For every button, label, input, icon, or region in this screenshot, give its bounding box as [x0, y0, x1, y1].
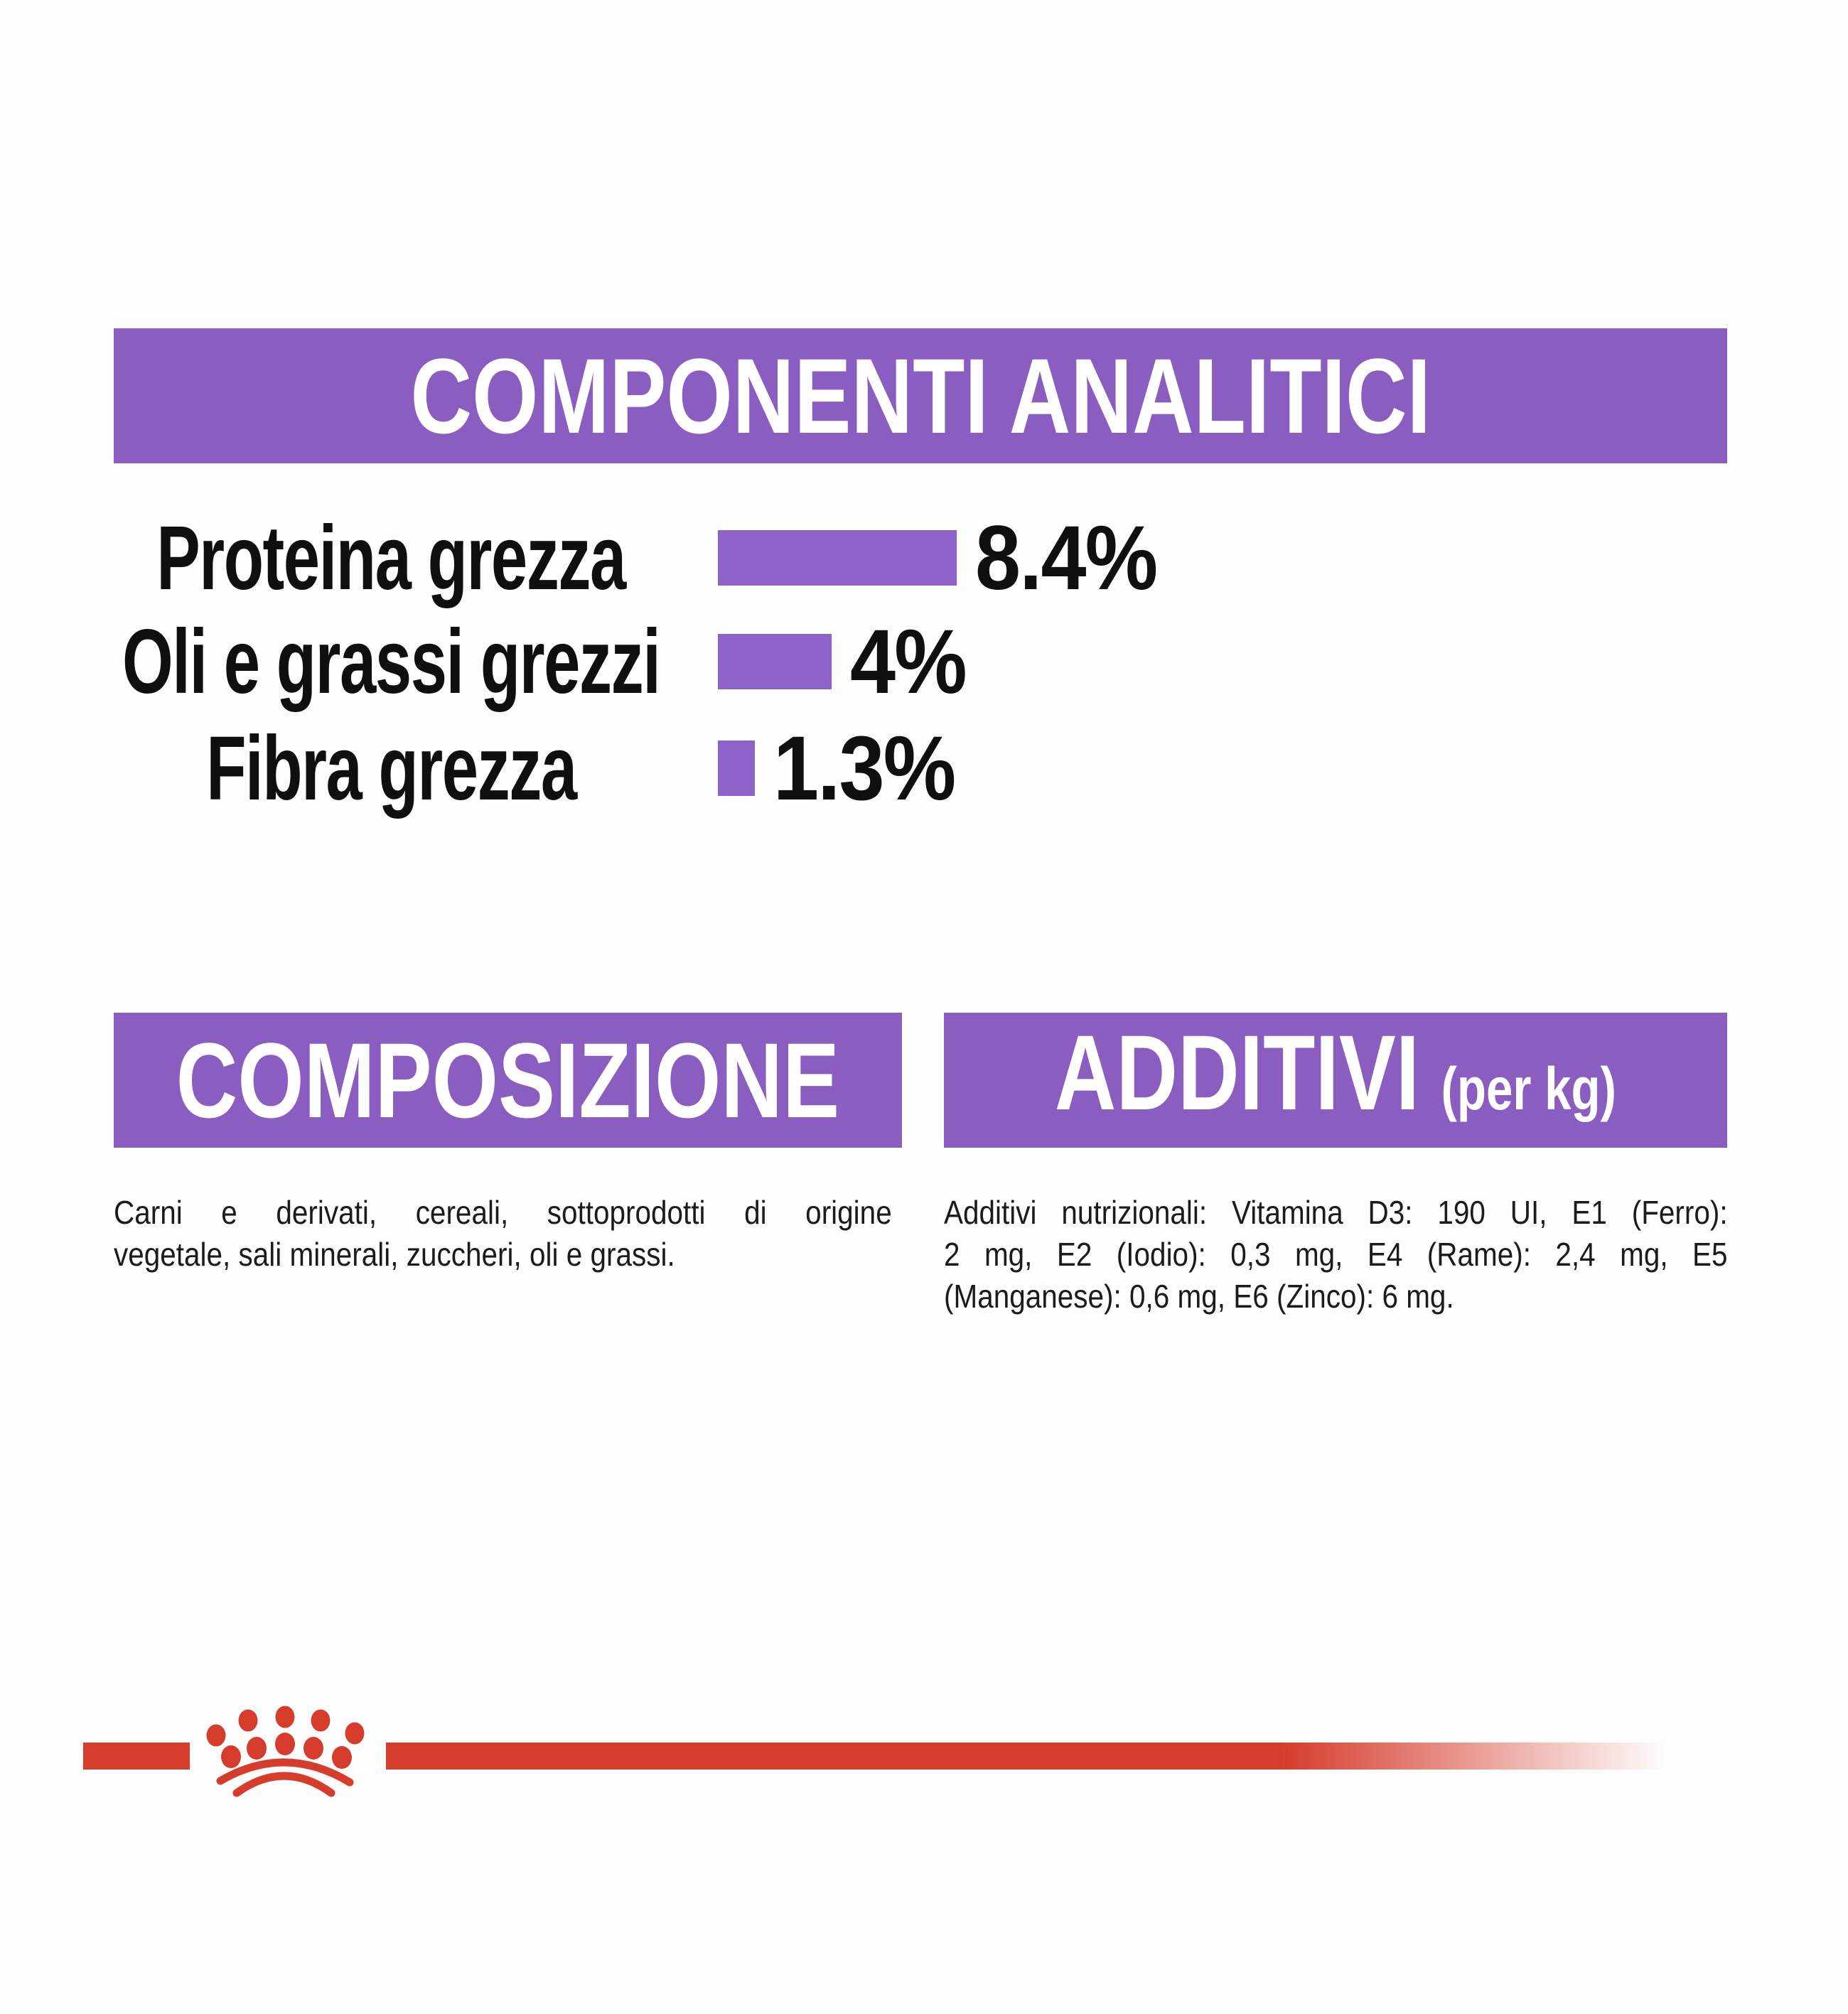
chart-bar: [718, 741, 755, 796]
chart-bar-value: 4%: [850, 610, 967, 713]
brand-rule-right: [386, 1743, 1665, 1770]
additives-banner: ADDITIVI (per kg): [944, 1013, 1727, 1148]
chart-row-label: Proteina grezza: [71, 506, 711, 610]
chart-row: Fibra grezza 1.3%: [0, 718, 975, 819]
composition-banner: COMPOSIZIONE: [114, 1013, 902, 1148]
royal-canin-crown-icon: [206, 1706, 365, 1797]
text-line: Additivi nutrizionali: Vitamina D3: 190 UI, E1…: [944, 1194, 1728, 1231]
chart-row: Oli e grassi grezzi 4%: [0, 611, 979, 713]
composition-text: Carni e derivati, cereali, sottoprodotti di or…: [114, 1192, 892, 1276]
composition-title: COMPOSIZIONE: [176, 1021, 840, 1140]
analytical-components-title: COMPONENTI ANALITICI: [410, 336, 1431, 456]
chart-bar-value: 8.4%: [975, 507, 1158, 609]
additives-text: Additivi nutrizionali: Vitamina D3: 190 UI, E1…: [944, 1192, 1728, 1318]
chart-row: Proteina grezza 8.4%: [0, 507, 1177, 609]
text-line: Carni e derivati, cereali, sottoprodotti di or…: [114, 1194, 892, 1231]
brand-rule-left: [83, 1743, 190, 1770]
text-line: (Manganese): 0,6 mg, E6 (Zinco): 6 mg.: [944, 1278, 1454, 1315]
additives-title-main: ADDITIVI: [1054, 1012, 1420, 1132]
additives-title: ADDITIVI (per kg): [1055, 1019, 1616, 1142]
chart-bar: [718, 634, 832, 689]
chart-row-label-text: Proteina grezza: [156, 507, 626, 609]
additives-title-per-kg: (per kg): [1441, 1055, 1617, 1122]
chart-bar-value: 1.3%: [773, 717, 956, 819]
analytical-components-banner: COMPONENTI ANALITICI: [114, 328, 1727, 463]
chart-row-label: Oli e grassi grezzi: [71, 610, 711, 714]
chart-row-label: Fibra grezza: [71, 716, 711, 821]
chart-bar: [718, 530, 957, 586]
chart-row-label-text: Oli e grassi grezzi: [122, 610, 661, 713]
text-line: vegetale, sali minerali, zuccheri, oli e…: [114, 1236, 675, 1273]
chart-row-label-text: Fibra grezza: [205, 717, 577, 819]
text-line: 2 mg, E2 (Iodio): 0,3 mg, E4 (Rame): 2,4 mg, E5: [944, 1236, 1728, 1273]
